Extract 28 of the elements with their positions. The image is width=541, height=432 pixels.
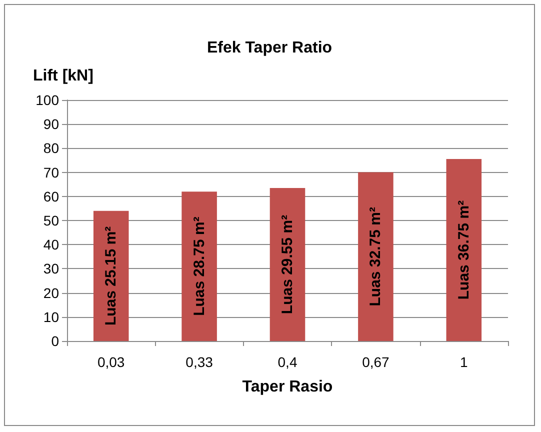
data-label: Luas 28.75 m²: [190, 216, 208, 316]
chart-title: Efek Taper Ratio: [206, 40, 332, 56]
y-tick-label: 40: [43, 236, 60, 253]
x-tick-label: 0,03: [97, 354, 125, 370]
x-tick-label: 1: [460, 354, 468, 370]
x-tick-label: 0,67: [362, 354, 390, 370]
y-tick-label: 60: [43, 188, 60, 204]
bar: [270, 188, 306, 341]
bar: [182, 192, 217, 341]
data-label: Luas 29.55 m²: [279, 214, 296, 314]
y-tick-label: 80: [43, 140, 60, 156]
data-label: Luas 32.75 m²: [367, 207, 384, 306]
data-label: Luas 36.75 m²: [455, 200, 472, 300]
y-tick-label: 20: [43, 284, 60, 301]
y-tick-label: 10: [43, 308, 60, 325]
y-tick-label: 70: [43, 164, 60, 180]
bar: [358, 172, 394, 341]
x-tick-label: 0,33: [186, 354, 214, 370]
y-tick-label: 30: [43, 260, 60, 277]
bar: [446, 159, 482, 341]
y-tick-label: 90: [43, 116, 60, 132]
y-tick-label: 100: [36, 92, 60, 108]
x-tick-label: 0,4: [278, 354, 298, 370]
y-axis-title: Lift [kN]: [33, 68, 94, 84]
y-tick-label: 0: [51, 333, 60, 349]
y-tick-label: 50: [43, 212, 60, 228]
x-axis-title: Taper Rasio: [242, 378, 333, 396]
data-label: Luas 25.15 m²: [102, 226, 120, 326]
